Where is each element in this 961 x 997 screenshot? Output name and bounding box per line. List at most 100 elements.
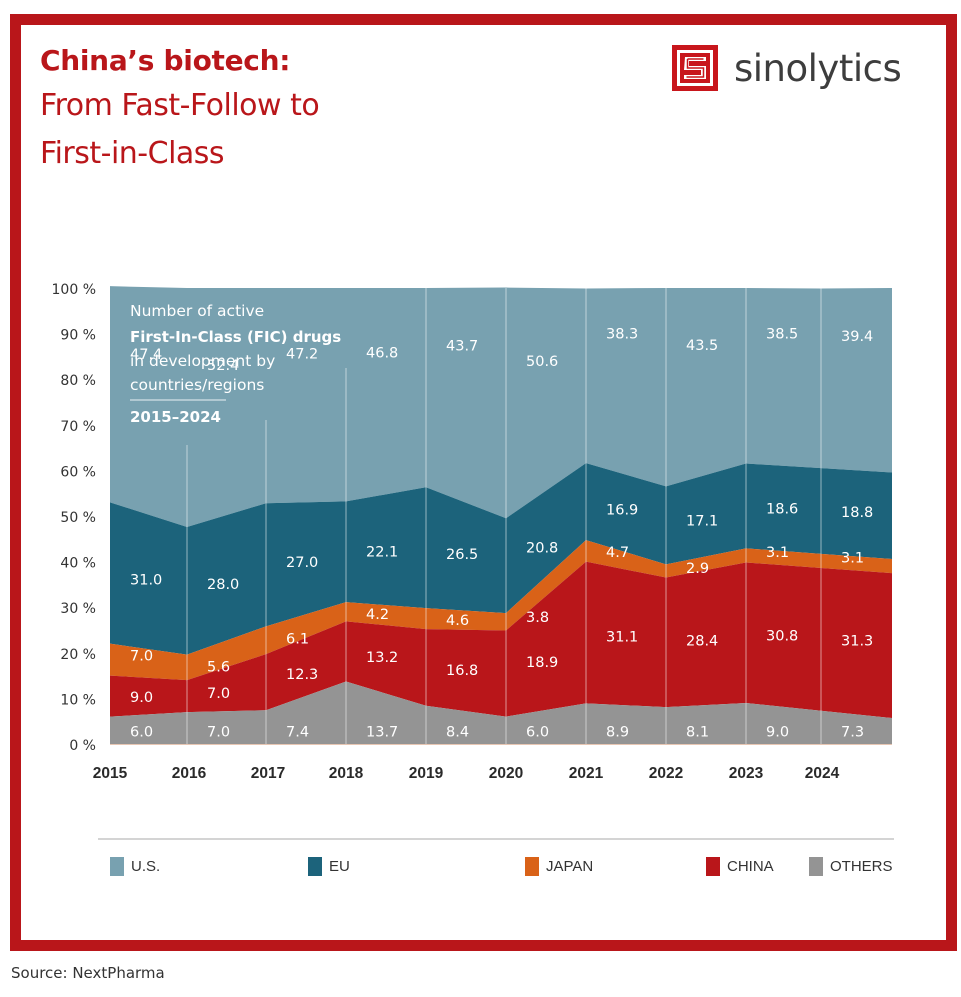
data-label-eu-2023: 18.6 <box>766 501 798 517</box>
y-tick-label: 50 % <box>60 510 96 526</box>
legend-label-eu: EU <box>329 858 350 875</box>
area-others <box>110 681 892 744</box>
y-tick-label: 20 % <box>60 647 96 663</box>
title-bold: China’s biotech: <box>40 44 291 77</box>
data-label-japan-2021: 4.7 <box>606 545 629 561</box>
x-tick-label-2018: 2018 <box>329 765 364 782</box>
data-label-us-2023: 38.5 <box>766 326 798 342</box>
legend-label-others: OTHERS <box>830 858 893 875</box>
sinolytics-logo: sinolytics <box>672 45 902 91</box>
data-label-us-2021: 38.3 <box>606 326 638 342</box>
data-label-china-2019: 16.8 <box>446 663 478 679</box>
source-note: Source: NextPharma <box>11 964 165 982</box>
x-tick-label-2023: 2023 <box>729 765 764 782</box>
legend-item-eu: EU <box>308 857 350 876</box>
data-label-japan-2022: 2.9 <box>686 561 709 577</box>
y-tick-label: 70 % <box>60 419 96 435</box>
y-tick-label: 80 % <box>60 373 96 389</box>
data-label-us-2018: 46.8 <box>366 345 398 361</box>
data-label-china-2024: 31.3 <box>841 633 873 649</box>
y-tick-label: 40 % <box>60 556 96 572</box>
stacked-area-chart: 0 % 10 % 20 % 30 % 40 % 50 % 60 % 70 % 80 % 90 % 1… <box>52 282 892 782</box>
data-label-china-2021: 31.1 <box>606 629 638 645</box>
data-label-others-2023: 9.0 <box>766 724 789 740</box>
legend-swatch-others <box>809 857 823 876</box>
data-label-others-2015: 6.0 <box>130 724 153 740</box>
x-tick-label-2020: 2020 <box>489 765 523 782</box>
y-tick-label: 30 % <box>60 601 96 617</box>
data-labels: 6.0 7.0 7.4 13.7 8.4 6.0 8.9 8.1 9.0 7.3 9.0 7.0 12.… <box>130 326 873 740</box>
annotation-line-1: Number of active <box>130 302 264 320</box>
areas-group <box>110 286 892 744</box>
y-tick-label: 60 % <box>60 464 96 480</box>
data-label-eu-2022: 17.1 <box>686 514 718 530</box>
title-line-2: From Fast-Follow to <box>40 88 320 123</box>
data-label-others-2018: 13.7 <box>366 724 398 740</box>
data-label-others-2019: 8.4 <box>446 724 469 740</box>
data-label-others-2016: 7.0 <box>207 724 230 740</box>
legend-label-us: U.S. <box>131 858 161 875</box>
data-label-china-2016: 7.0 <box>207 686 230 702</box>
sinolytics-s-maze-icon <box>672 45 718 91</box>
annotation-line-2: First-In-Class (FIC) drugs <box>130 328 341 346</box>
data-label-japan-2023: 3.1 <box>766 545 789 561</box>
legend-item-japan: JAPAN <box>525 857 593 876</box>
x-tick-label-2015: 2015 <box>93 765 128 782</box>
data-label-china-2020: 18.9 <box>526 655 558 671</box>
data-label-others-2024: 7.3 <box>841 724 864 740</box>
data-label-china-2015: 9.0 <box>130 690 153 706</box>
data-label-china-2023: 30.8 <box>766 629 798 645</box>
data-label-japan-2016: 5.6 <box>207 660 230 676</box>
data-label-us-2024: 39.4 <box>841 329 873 345</box>
data-label-us-2019: 43.7 <box>446 338 478 354</box>
x-tick-label-2019: 2019 <box>409 765 444 782</box>
data-label-us-2020: 50.6 <box>526 354 558 370</box>
logo-text: sinolytics <box>734 46 902 90</box>
legend-swatch-china <box>706 857 720 876</box>
data-label-us-2022: 43.5 <box>686 338 718 354</box>
x-tick-label-2021: 2021 <box>569 765 604 782</box>
data-label-eu-2020: 20.8 <box>526 540 558 556</box>
legend: U.S. EU JAPAN CHINA OTHERS <box>98 838 894 890</box>
x-tick-label-2017: 2017 <box>251 765 285 782</box>
gridlines-group <box>110 288 892 745</box>
data-label-japan-2020: 3.8 <box>526 610 549 626</box>
data-label-eu-2017: 27.0 <box>286 555 318 571</box>
y-tick-label: 0 % <box>69 738 96 754</box>
legend-item-others: OTHERS <box>809 857 893 876</box>
legend-item-us: U.S. <box>110 857 160 876</box>
data-label-eu-2016: 28.0 <box>207 577 239 593</box>
area-china <box>110 561 892 719</box>
area-us <box>110 286 892 527</box>
legend-item-china: CHINA <box>706 857 774 876</box>
data-label-others-2017: 7.4 <box>286 724 309 740</box>
legend-swatch-eu <box>308 857 322 876</box>
legend-swatch-us <box>110 857 124 876</box>
y-tick-label: 90 % <box>60 328 96 344</box>
data-label-us-2016: 52.4 <box>207 358 239 374</box>
data-label-china-2022: 28.4 <box>686 633 718 649</box>
legend-label-japan: JAPAN <box>546 858 594 875</box>
y-tick-label: 100 % <box>52 282 96 298</box>
title-line-3: First-in-Class <box>40 136 225 171</box>
annotation-years: 2015–2024 <box>130 408 221 426</box>
x-tick-label-2016: 2016 <box>172 765 207 782</box>
data-label-eu-2024: 18.8 <box>841 505 873 521</box>
data-label-japan-2018: 4.2 <box>366 607 389 623</box>
x-tick-label-2022: 2022 <box>649 765 683 782</box>
data-label-others-2020: 6.0 <box>526 724 549 740</box>
data-label-japan-2015: 7.0 <box>130 649 153 665</box>
x-tick-label-2024: 2024 <box>805 765 840 782</box>
legend-label-china: CHINA <box>727 858 774 875</box>
data-label-japan-2017: 6.1 <box>286 631 309 647</box>
area-eu <box>110 463 892 655</box>
y-axis-labels: 0 % 10 % 20 % 30 % 40 % 50 % 60 % 70 % 80 % 90 % 1… <box>52 282 96 754</box>
annotation-line-3: in development by <box>130 352 275 370</box>
area-japan <box>110 540 892 681</box>
legend-swatch-japan <box>525 857 539 876</box>
data-label-us-2015: 47.4 <box>130 347 162 363</box>
data-label-eu-2018: 22.1 <box>366 545 398 561</box>
data-label-eu-2015: 31.0 <box>130 572 162 588</box>
data-label-japan-2024: 3.1 <box>841 551 864 567</box>
x-axis-labels: 2015 2016 2017 2018 2019 2020 2021 2022 2023 2024 <box>93 765 840 782</box>
